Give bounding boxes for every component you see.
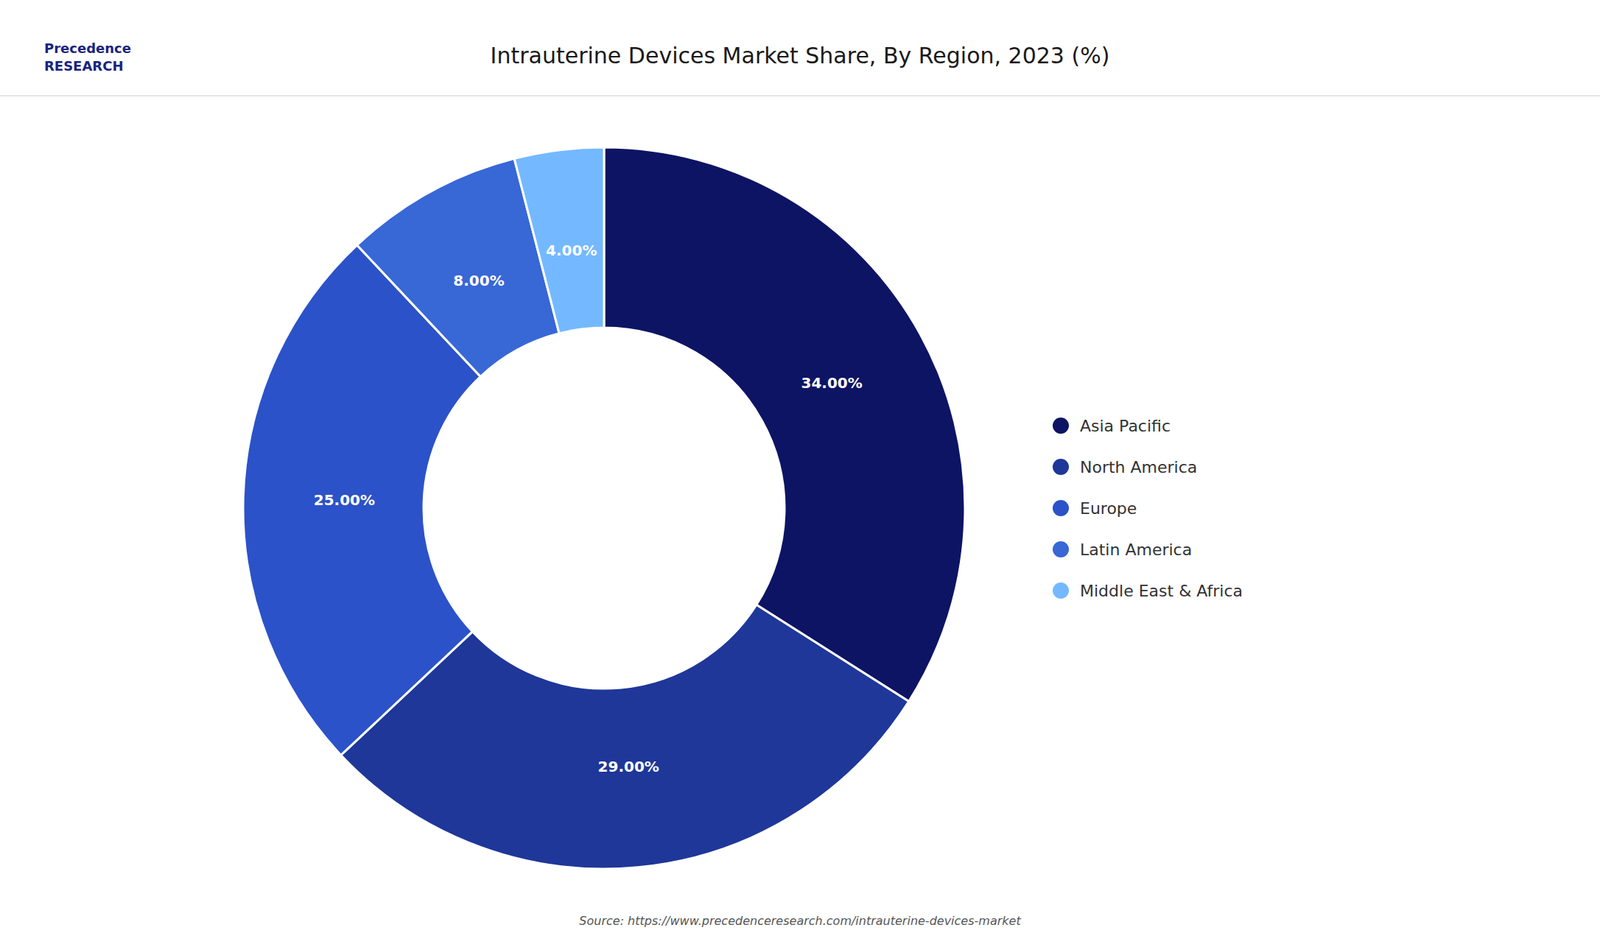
legend-item: Middle East & Africa	[1052, 581, 1243, 601]
legend-swatch	[1052, 417, 1069, 434]
chart-title: Intrauterine Devices Market Share, By Re…	[490, 42, 1111, 69]
chart-svg: Precedence RESEARCH Intrauterine Devices M…	[0, 0, 1600, 947]
data-label: 8.00%	[453, 271, 504, 290]
legend-label: North America	[1079, 458, 1198, 477]
legend-swatch	[1052, 458, 1069, 476]
logo-text: Precedence	[44, 40, 132, 56]
chart-container: Precedence RESEARCH Intrauterine Devices M…	[0, 0, 1600, 947]
legend-swatch	[1052, 541, 1069, 558]
data-label: 34.00%	[801, 374, 863, 392]
legend-item: Latin America	[1052, 540, 1192, 560]
legend: Asia Pacific North America Europe Latin Ame…	[1052, 416, 1243, 601]
donut-slice	[514, 147, 605, 334]
legend-swatch	[1052, 582, 1069, 599]
legend-item: North America	[1052, 458, 1198, 477]
legend-item: Europe	[1052, 499, 1137, 518]
legend-label: Middle East & Africa	[1079, 581, 1243, 601]
data-label: 25.00%	[313, 491, 375, 510]
title-separator	[0, 95, 1600, 97]
donut	[243, 147, 966, 870]
donut-slice	[604, 147, 966, 703]
legend-label: Asia Pacific	[1079, 416, 1171, 436]
data-label: 4.00%	[545, 241, 597, 260]
source-text: Source: https://www.precedenceresearch.c…	[579, 914, 1021, 929]
data-label: 29.00%	[598, 758, 660, 776]
legend-swatch	[1052, 500, 1069, 517]
logo-text: RESEARCH	[44, 58, 124, 74]
data-labels: 34.00% 29.00% 25.00% 8.00% 4.00%	[313, 241, 863, 776]
legend-item: Asia Pacific	[1052, 416, 1171, 436]
legend-label: Latin America	[1079, 540, 1192, 560]
legend-label: Europe	[1079, 499, 1137, 518]
